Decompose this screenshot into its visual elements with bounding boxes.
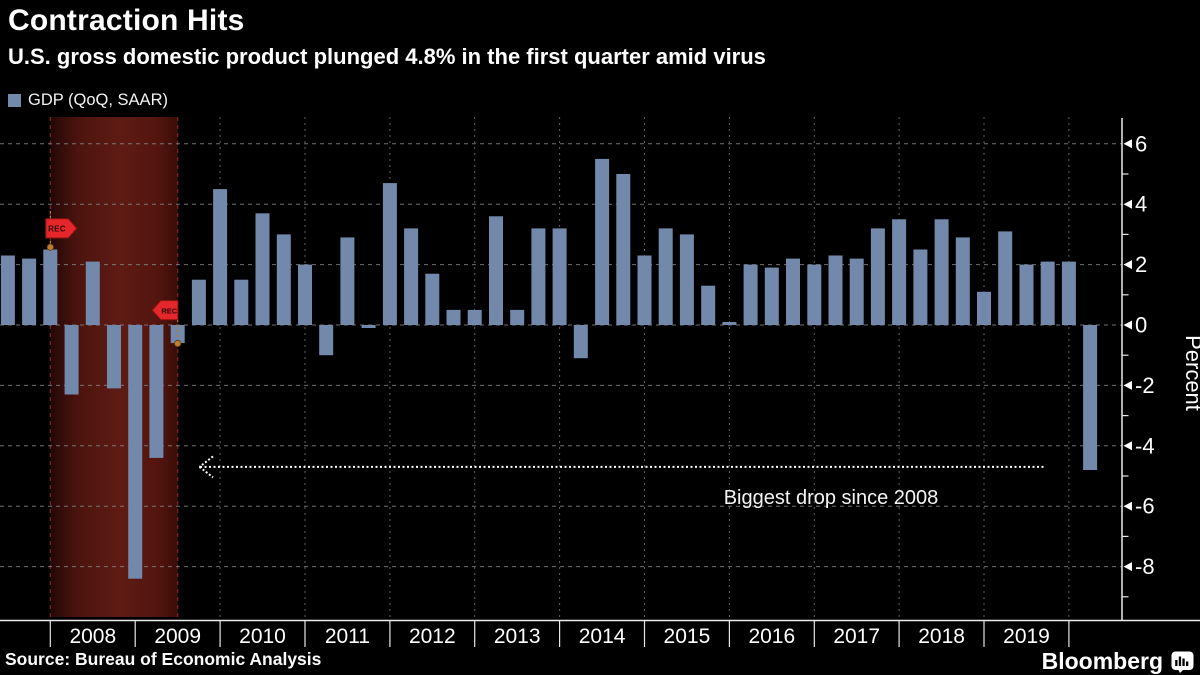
bar-2011-q1 <box>319 325 334 356</box>
bar-2008-q4 <box>128 325 143 579</box>
page-title: Contraction Hits <box>8 4 245 37</box>
bar-2015-q4 <box>722 322 737 325</box>
bar-2017-q3 <box>870 228 885 325</box>
bar-2010-q4 <box>298 264 312 325</box>
y-axis-tick-label: -6 <box>1135 494 1155 519</box>
bar-2009-q2 <box>170 325 185 344</box>
bar-2008-q2 <box>85 261 100 325</box>
bar-2013-q4 <box>552 228 567 325</box>
bar-2013-q3 <box>531 228 546 325</box>
bar-2012-q1 <box>404 228 419 325</box>
recession-start-flag-label: REC <box>48 225 66 234</box>
bar-2014-q2 <box>595 158 610 325</box>
recession-end-flag <box>151 300 179 321</box>
bar-2019-q1 <box>998 231 1013 325</box>
legend-swatch <box>8 94 21 107</box>
x-axis-year-label: 2017 <box>833 625 880 648</box>
annotation-text: Biggest drop since 2008 <box>724 487 939 509</box>
bar-2017-q2 <box>849 258 864 325</box>
recession-start-dot <box>46 243 54 251</box>
bar-2010-q3 <box>276 234 291 325</box>
bar-2009-q1 <box>149 325 164 458</box>
y-axis-tick-label: 6 <box>1135 131 1147 156</box>
bar-2012-q3 <box>446 309 461 325</box>
bar-2014-q4 <box>637 255 652 325</box>
bar-2019-q4 <box>1061 261 1076 325</box>
x-axis-year-label: 2014 <box>579 625 626 648</box>
annotation: Biggest drop since 2008 <box>198 455 1046 509</box>
y-axis-title: Percent <box>1181 335 1200 411</box>
x-axis-year-label: 2018 <box>918 625 965 648</box>
bar-2011-q3 <box>361 325 376 328</box>
bar-2018-q4 <box>977 291 991 325</box>
bar-2012-q4 <box>467 309 482 325</box>
recession-flags: REC REC <box>45 211 182 348</box>
bar-2008-q3 <box>107 325 121 389</box>
bar-2019-q3 <box>1040 261 1055 325</box>
bar-2019-q2 <box>1019 264 1034 325</box>
x-axis-year-label: 2019 <box>1003 625 1050 648</box>
bloomberg-wordmark: Bloomberg <box>1041 648 1163 674</box>
bar-2010-q1 <box>234 279 249 325</box>
legend: GDP (QoQ, SAAR) <box>8 91 168 110</box>
bar-2007-q3 <box>22 258 37 325</box>
bar-2007-q2 <box>0 255 15 325</box>
y-axis-tick-label: -2 <box>1135 373 1155 398</box>
x-axis-year-label: 2013 <box>494 625 541 648</box>
bars <box>0 158 1098 579</box>
x-axis-year-label: 2010 <box>239 625 286 648</box>
bar-2017-q4 <box>892 219 907 325</box>
y-axis-tick-label: 4 <box>1135 192 1147 217</box>
bar-2016-q2 <box>764 267 779 325</box>
x-axis-year-label: 2008 <box>69 625 116 648</box>
axes: 2008 2009 2010 2011 2012 2013 2014 2015 2016 2017… <box>0 118 1200 648</box>
bar-2007-q4 <box>43 249 58 325</box>
bar-2012-q2 <box>425 273 440 325</box>
bar-2016-q4 <box>807 264 822 325</box>
x-axis-year-label: 2015 <box>664 625 711 648</box>
bar-2020-q1 <box>1083 325 1098 470</box>
recession-start-flag <box>45 218 78 239</box>
bloomberg-logo: Bloomberg <box>1042 648 1194 675</box>
chart-subtitle: U.S. gross domestic product plunged 4.8%… <box>8 44 766 69</box>
y-axis-tick-label: -8 <box>1135 554 1155 579</box>
x-axis-year-label: 2012 <box>409 625 456 648</box>
recession-end-flag-label: REC <box>161 306 177 315</box>
bloomberg-terminal-icon <box>1171 651 1194 673</box>
annotation-arrowhead <box>198 455 214 468</box>
bar-2015-q2 <box>679 234 694 325</box>
x-axis-year-label: 2009 <box>154 625 201 648</box>
bar-2008-q1 <box>64 325 79 395</box>
bar-2014-q1 <box>573 325 588 359</box>
bar-2009-q4 <box>213 189 228 325</box>
bar-2009-q3 <box>191 279 206 325</box>
bar-2018-q2 <box>934 219 949 325</box>
x-axis-year-label: 2016 <box>748 625 795 648</box>
bar-2014-q3 <box>616 174 631 325</box>
bar-2018-q1 <box>913 249 928 325</box>
y-axis-tick-label: 2 <box>1135 252 1147 277</box>
bar-2017-q1 <box>828 255 843 325</box>
y-axis-tick-label: -4 <box>1135 433 1155 458</box>
legend-label: GDP (QoQ, SAAR) <box>28 91 168 109</box>
recession-end-dot <box>174 339 182 348</box>
bar-2016-q1 <box>743 264 758 325</box>
bar-2013-q2 <box>510 309 525 325</box>
bar-2016-q3 <box>786 258 800 325</box>
bar-2018-q3 <box>955 237 970 325</box>
bar-2015-q3 <box>701 285 716 325</box>
bar-2015-q1 <box>658 228 673 325</box>
bar-2011-q2 <box>340 237 355 325</box>
source-note: Source: Bureau of Economic Analysis <box>5 649 322 669</box>
y-axis-tick-label: 0 <box>1135 313 1147 338</box>
bar-2013-q1 <box>489 216 503 325</box>
bar-2011-q4 <box>382 183 397 325</box>
x-axis-year-label: 2011 <box>325 625 370 648</box>
bar-2010-q2 <box>255 213 270 325</box>
